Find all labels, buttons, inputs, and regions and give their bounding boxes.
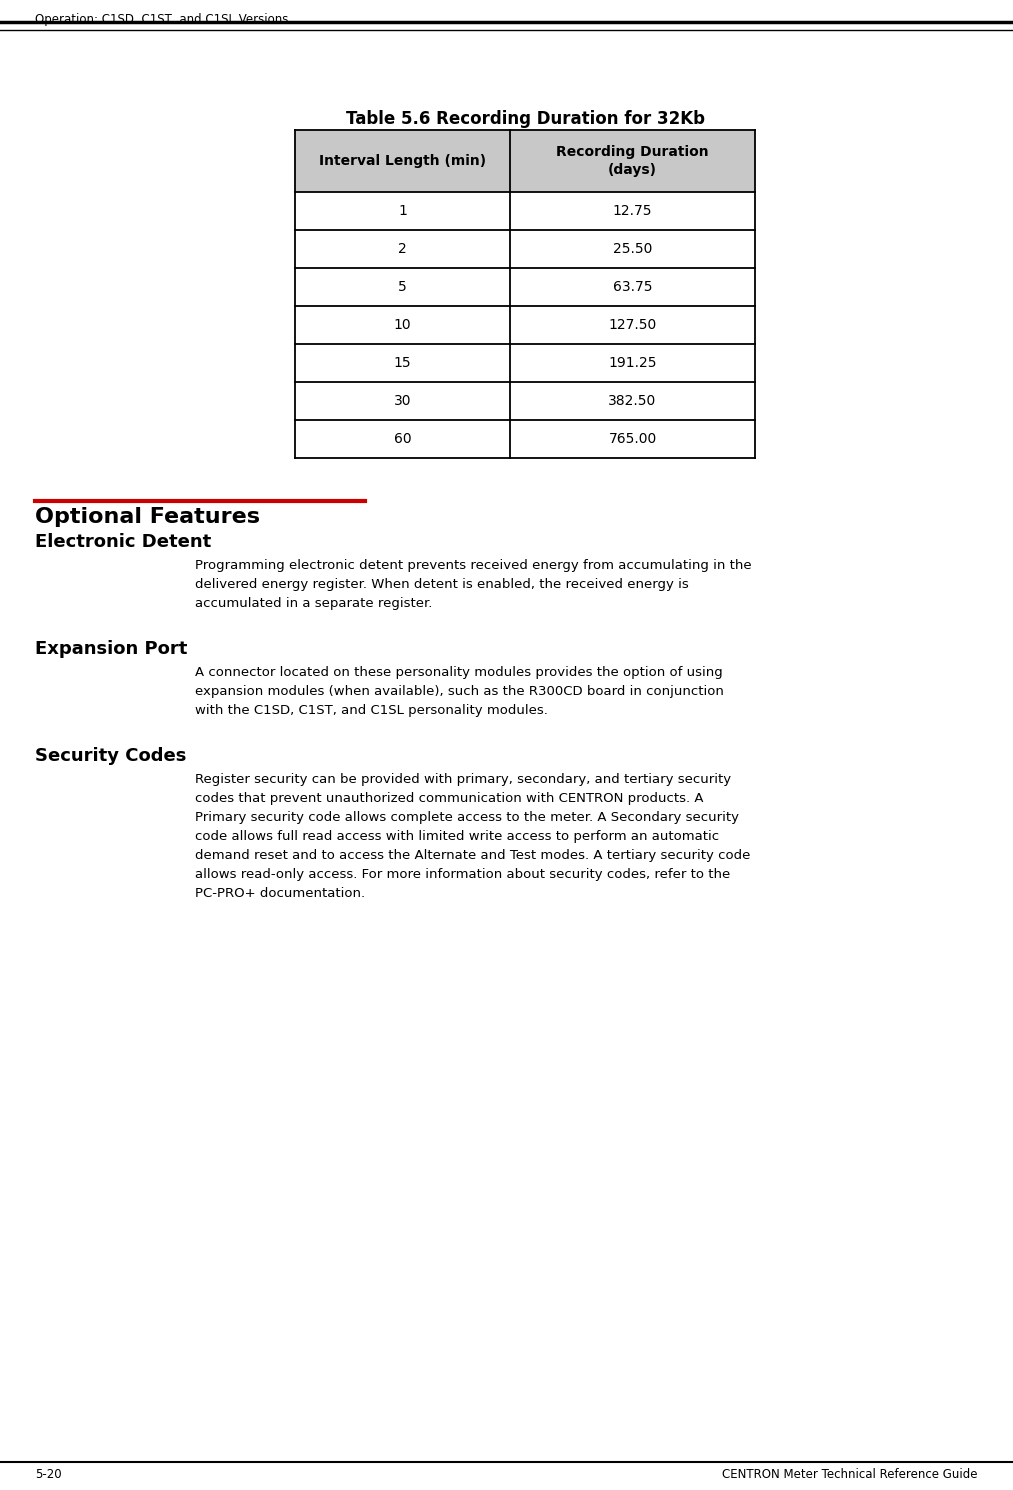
Text: 127.50: 127.50 — [609, 317, 656, 332]
Text: 30: 30 — [394, 393, 411, 408]
Text: 15: 15 — [394, 356, 411, 370]
Text: Table 5.6 Recording Duration for 32Kb: Table 5.6 Recording Duration for 32Kb — [345, 110, 704, 128]
Text: Electronic Detent: Electronic Detent — [35, 533, 212, 551]
Text: 191.25: 191.25 — [608, 356, 656, 370]
Text: Operation: C1SD, C1ST, and C1SL Versions: Operation: C1SD, C1ST, and C1SL Versions — [35, 13, 289, 25]
Text: 10: 10 — [394, 317, 411, 332]
Text: 2: 2 — [398, 241, 407, 256]
Text: 5-20: 5-20 — [35, 1468, 62, 1481]
Text: A connector located on these personality modules provides the option of using
ex: A connector located on these personality… — [194, 666, 724, 717]
Text: 60: 60 — [394, 432, 411, 446]
Text: Register security can be provided with primary, secondary, and tertiary security: Register security can be provided with p… — [194, 773, 751, 900]
Text: 382.50: 382.50 — [609, 393, 656, 408]
Text: 63.75: 63.75 — [613, 280, 652, 294]
Bar — [295, 130, 755, 192]
Text: Programming electronic detent prevents received energy from accumulating in the
: Programming electronic detent prevents r… — [194, 559, 752, 609]
Text: Optional Features: Optional Features — [35, 507, 260, 527]
Text: Recording Duration
(days): Recording Duration (days) — [556, 145, 709, 177]
Text: 5: 5 — [398, 280, 407, 294]
Text: 1: 1 — [398, 204, 407, 218]
Text: 12.75: 12.75 — [613, 204, 652, 218]
Text: Expansion Port: Expansion Port — [35, 641, 187, 659]
Text: Interval Length (min): Interval Length (min) — [319, 153, 486, 168]
Text: 25.50: 25.50 — [613, 241, 652, 256]
Text: 765.00: 765.00 — [609, 432, 656, 446]
Text: Security Codes: Security Codes — [35, 746, 186, 764]
Text: CENTRON Meter Technical Reference Guide: CENTRON Meter Technical Reference Guide — [722, 1468, 978, 1481]
